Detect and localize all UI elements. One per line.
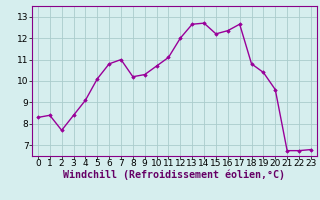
X-axis label: Windchill (Refroidissement éolien,°C): Windchill (Refroidissement éolien,°C) bbox=[63, 170, 285, 180]
